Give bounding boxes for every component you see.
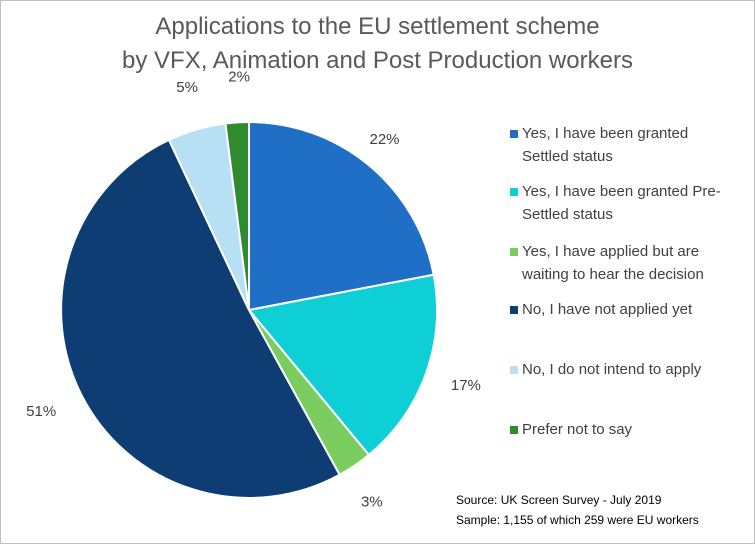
legend-swatch-2 (510, 188, 518, 196)
legend-label-2-line-1: Yes, I have been granted Pre- (522, 183, 721, 200)
legend-label-6-line-1: Prefer not to say (522, 421, 633, 438)
slice-label-3: 3% (361, 494, 383, 511)
pie-slice-1 (248, 120, 435, 312)
chart-title-line-2: by VFX, Animation and Post Production wo… (122, 47, 633, 74)
legend-label-3-line-2: waiting to hear the decision (522, 266, 704, 283)
legend-item-5: No, I do not intend to apply (510, 358, 750, 381)
legend-label-3-line-1: Yes, I have applied but are (522, 243, 700, 260)
legend-swatch-3 (510, 248, 518, 256)
legend-label-4: No, I have not applied yet (522, 298, 750, 321)
slice-label-1: 22% (369, 131, 399, 148)
legend-swatch-4 (510, 306, 518, 314)
legend-label-1: Yes, I have been granted Settled status (522, 122, 750, 168)
legend-item-3: Yes, I have applied but are waiting to he… (510, 240, 750, 286)
source-line-1: Source: UK Screen Survey - July 2019 (456, 493, 662, 507)
slice-label-4: 51% (26, 403, 56, 420)
legend-label-6: Prefer not to say (522, 418, 750, 441)
slice-label-2: 17% (451, 377, 481, 394)
chart-title: Applications to the EU settlement scheme… (0, 10, 755, 78)
legend-label-1-line-1: Yes, I have been granted (522, 125, 689, 142)
legend-label-5: No, I do not intend to apply (522, 358, 750, 381)
legend-label-2-line-2: Settled status (522, 206, 613, 223)
pie-slice-4 (60, 138, 341, 499)
slice-label-6: 2% (228, 68, 250, 85)
chart-title-line-1: Applications to the EU settlement scheme (155, 13, 600, 40)
pie-slice-2 (247, 273, 438, 457)
source-line-2: Sample: 1,155 of which 259 were EU worke… (456, 513, 699, 527)
legend-label-4-line-1: No, I have not applied yet (522, 301, 693, 318)
legend-label-3: Yes, I have applied but are waiting to he… (522, 240, 750, 286)
source-note: Source: UK Screen Survey - July 2019 Sam… (456, 490, 699, 530)
legend-item-1: Yes, I have been granted Settled status (510, 122, 750, 168)
legend-label-2: Yes, I have been granted Pre- Settled sta… (522, 180, 750, 226)
legend-swatch-6 (510, 426, 518, 434)
legend-swatch-1 (510, 130, 518, 138)
slice-label-5: 5% (176, 79, 198, 96)
legend-item-6: Prefer not to say (510, 418, 750, 441)
legend-label-1-line-2: Settled status (522, 148, 613, 165)
legend-item-4: No, I have not applied yet (510, 298, 750, 321)
legend-swatch-5 (510, 366, 518, 374)
pie-slice-6 (224, 120, 250, 311)
legend-item-2: Yes, I have been granted Pre- Settled sta… (510, 180, 750, 226)
legend-label-5-line-1: No, I do not intend to apply (522, 361, 702, 378)
